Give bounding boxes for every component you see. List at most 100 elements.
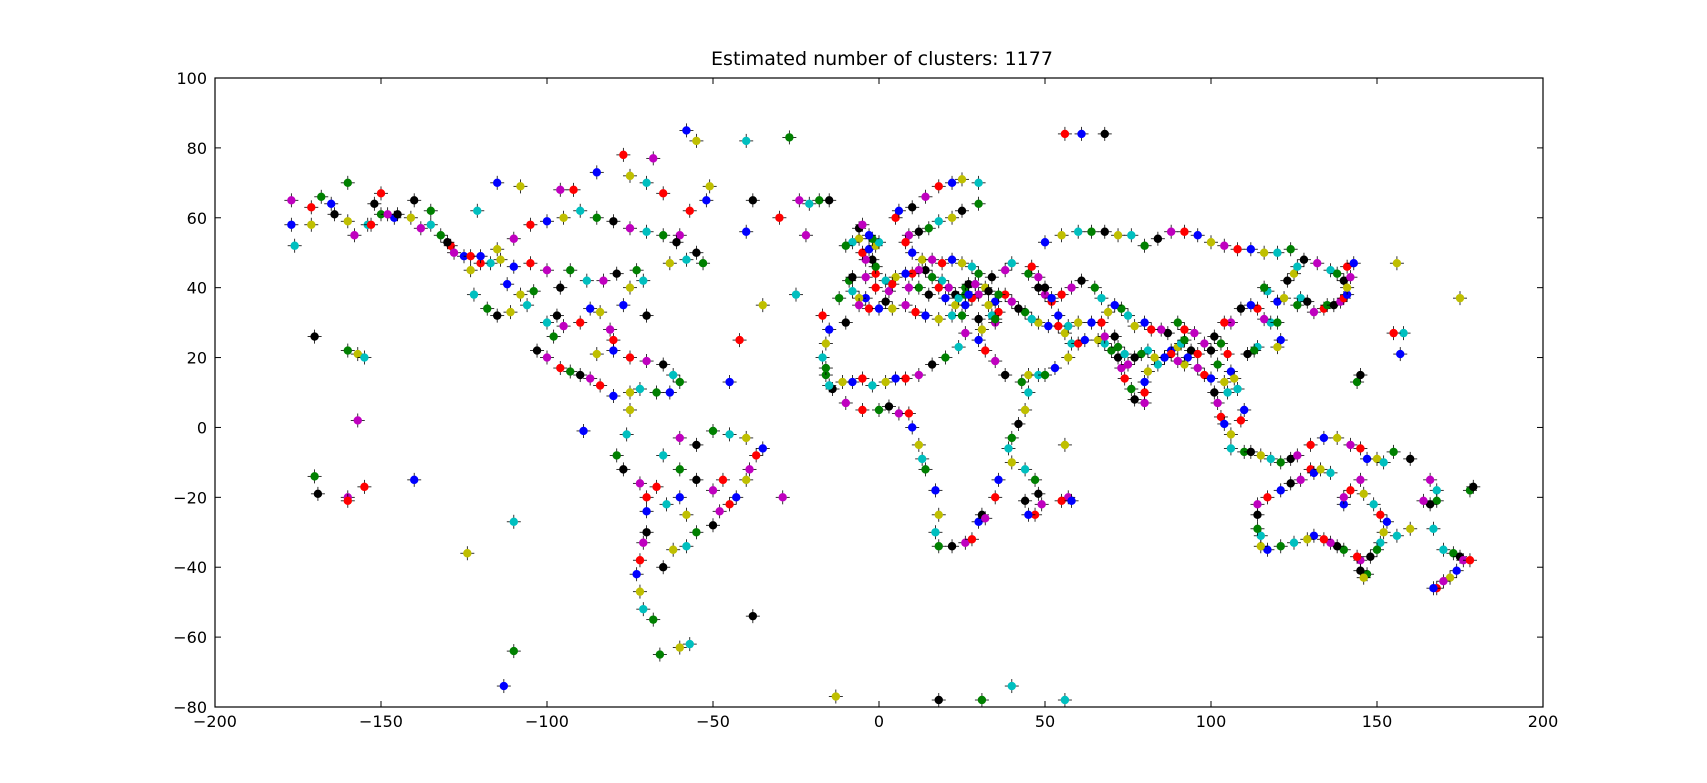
cluster-point [915, 252, 930, 267]
cluster-point [573, 368, 588, 383]
cluster-point [988, 490, 1003, 505]
cluster-point [888, 371, 903, 386]
cluster-point [981, 298, 996, 313]
cluster-point [616, 147, 631, 162]
cluster-point [1127, 319, 1142, 334]
cluster-point [1300, 294, 1315, 309]
cluster-point [901, 406, 916, 421]
cluster-point [974, 693, 989, 708]
cluster-point [862, 301, 877, 316]
cluster-point [1250, 507, 1265, 522]
cluster-point [1346, 256, 1361, 271]
cluster-point [549, 308, 564, 323]
cluster-point [1018, 462, 1033, 477]
cluster-point [646, 612, 661, 627]
cluster-point [898, 371, 913, 386]
cluster-point [364, 217, 379, 232]
cluster-point [606, 214, 621, 229]
cluster-point [1426, 581, 1441, 596]
cluster-point [347, 228, 362, 243]
cluster-point [955, 308, 969, 323]
cluster-point [722, 497, 737, 512]
cluster-point [632, 382, 647, 397]
cluster-point [855, 371, 870, 386]
cluster-point [1366, 497, 1381, 512]
cluster-point [307, 329, 322, 344]
cluster-point [715, 472, 730, 487]
cluster-point [978, 343, 993, 358]
cluster-point [706, 423, 720, 438]
cluster-point [938, 350, 953, 365]
cluster-point [350, 413, 365, 428]
cluster-point [513, 287, 528, 302]
cluster-point [1004, 455, 1019, 470]
cluster-point [340, 493, 355, 508]
cluster-point [1217, 375, 1232, 390]
cluster-point [815, 308, 830, 323]
cluster-point [1217, 416, 1232, 431]
cluster-point [1290, 448, 1305, 463]
cluster-point [712, 504, 727, 519]
cluster-point [1170, 354, 1185, 369]
cluster-point [1004, 256, 1019, 271]
cluster-point [872, 235, 886, 250]
cluster-point [1376, 455, 1391, 470]
cluster-point [1350, 549, 1365, 564]
cluster-point [845, 284, 860, 299]
cluster-point [739, 133, 754, 148]
cluster-point [553, 182, 568, 197]
cluster-point [1057, 437, 1072, 452]
y-tick-label: 20 [187, 349, 207, 368]
cluster-point [1389, 528, 1404, 543]
cluster-point [739, 224, 754, 239]
cluster-point [656, 228, 671, 243]
cluster-point [1373, 507, 1388, 522]
cluster-point [898, 298, 913, 313]
cluster-point [722, 427, 737, 442]
cluster-point [460, 546, 475, 561]
cluster-point [616, 462, 631, 477]
cluster-point [745, 609, 760, 624]
cluster-point [380, 207, 395, 222]
cluster-point [991, 472, 1006, 487]
cluster-point [669, 235, 684, 250]
cluster-point [304, 217, 319, 232]
cluster-point [858, 270, 873, 285]
cluster-point [955, 256, 969, 271]
cluster-point [1097, 329, 1112, 344]
cluster-point [1273, 539, 1288, 554]
cluster-point [307, 469, 322, 484]
cluster-point [702, 179, 717, 194]
cluster-point [1144, 322, 1159, 337]
cluster-point [1004, 294, 1019, 309]
cluster-point [1064, 280, 1079, 295]
cluster-point [1104, 343, 1119, 358]
cluster-point [1140, 364, 1155, 379]
cluster-point [1283, 476, 1298, 491]
cluster-point [955, 203, 969, 218]
cluster-point [682, 637, 697, 652]
cluster-point [629, 263, 644, 278]
cluster-point [1386, 326, 1401, 341]
cluster-point [314, 189, 329, 204]
cluster-point [1038, 280, 1052, 295]
cluster-point [1330, 430, 1345, 445]
cluster-point [1210, 357, 1225, 372]
cluster-point [1021, 507, 1036, 522]
cluster-point [1230, 242, 1245, 257]
cluster-point [1356, 570, 1371, 585]
cluster-point [901, 280, 916, 295]
cluster-point [1111, 340, 1126, 355]
cluster-point [971, 266, 986, 281]
cluster-point [639, 175, 654, 190]
cluster-point [1293, 472, 1308, 487]
cluster-point [656, 448, 671, 463]
cluster-point [403, 210, 418, 225]
cluster-point [1034, 497, 1049, 512]
cluster-point [928, 525, 943, 540]
cluster-point [636, 535, 651, 550]
cluster-point [463, 263, 478, 278]
cluster-point [1233, 413, 1248, 428]
cluster-point [340, 175, 355, 190]
